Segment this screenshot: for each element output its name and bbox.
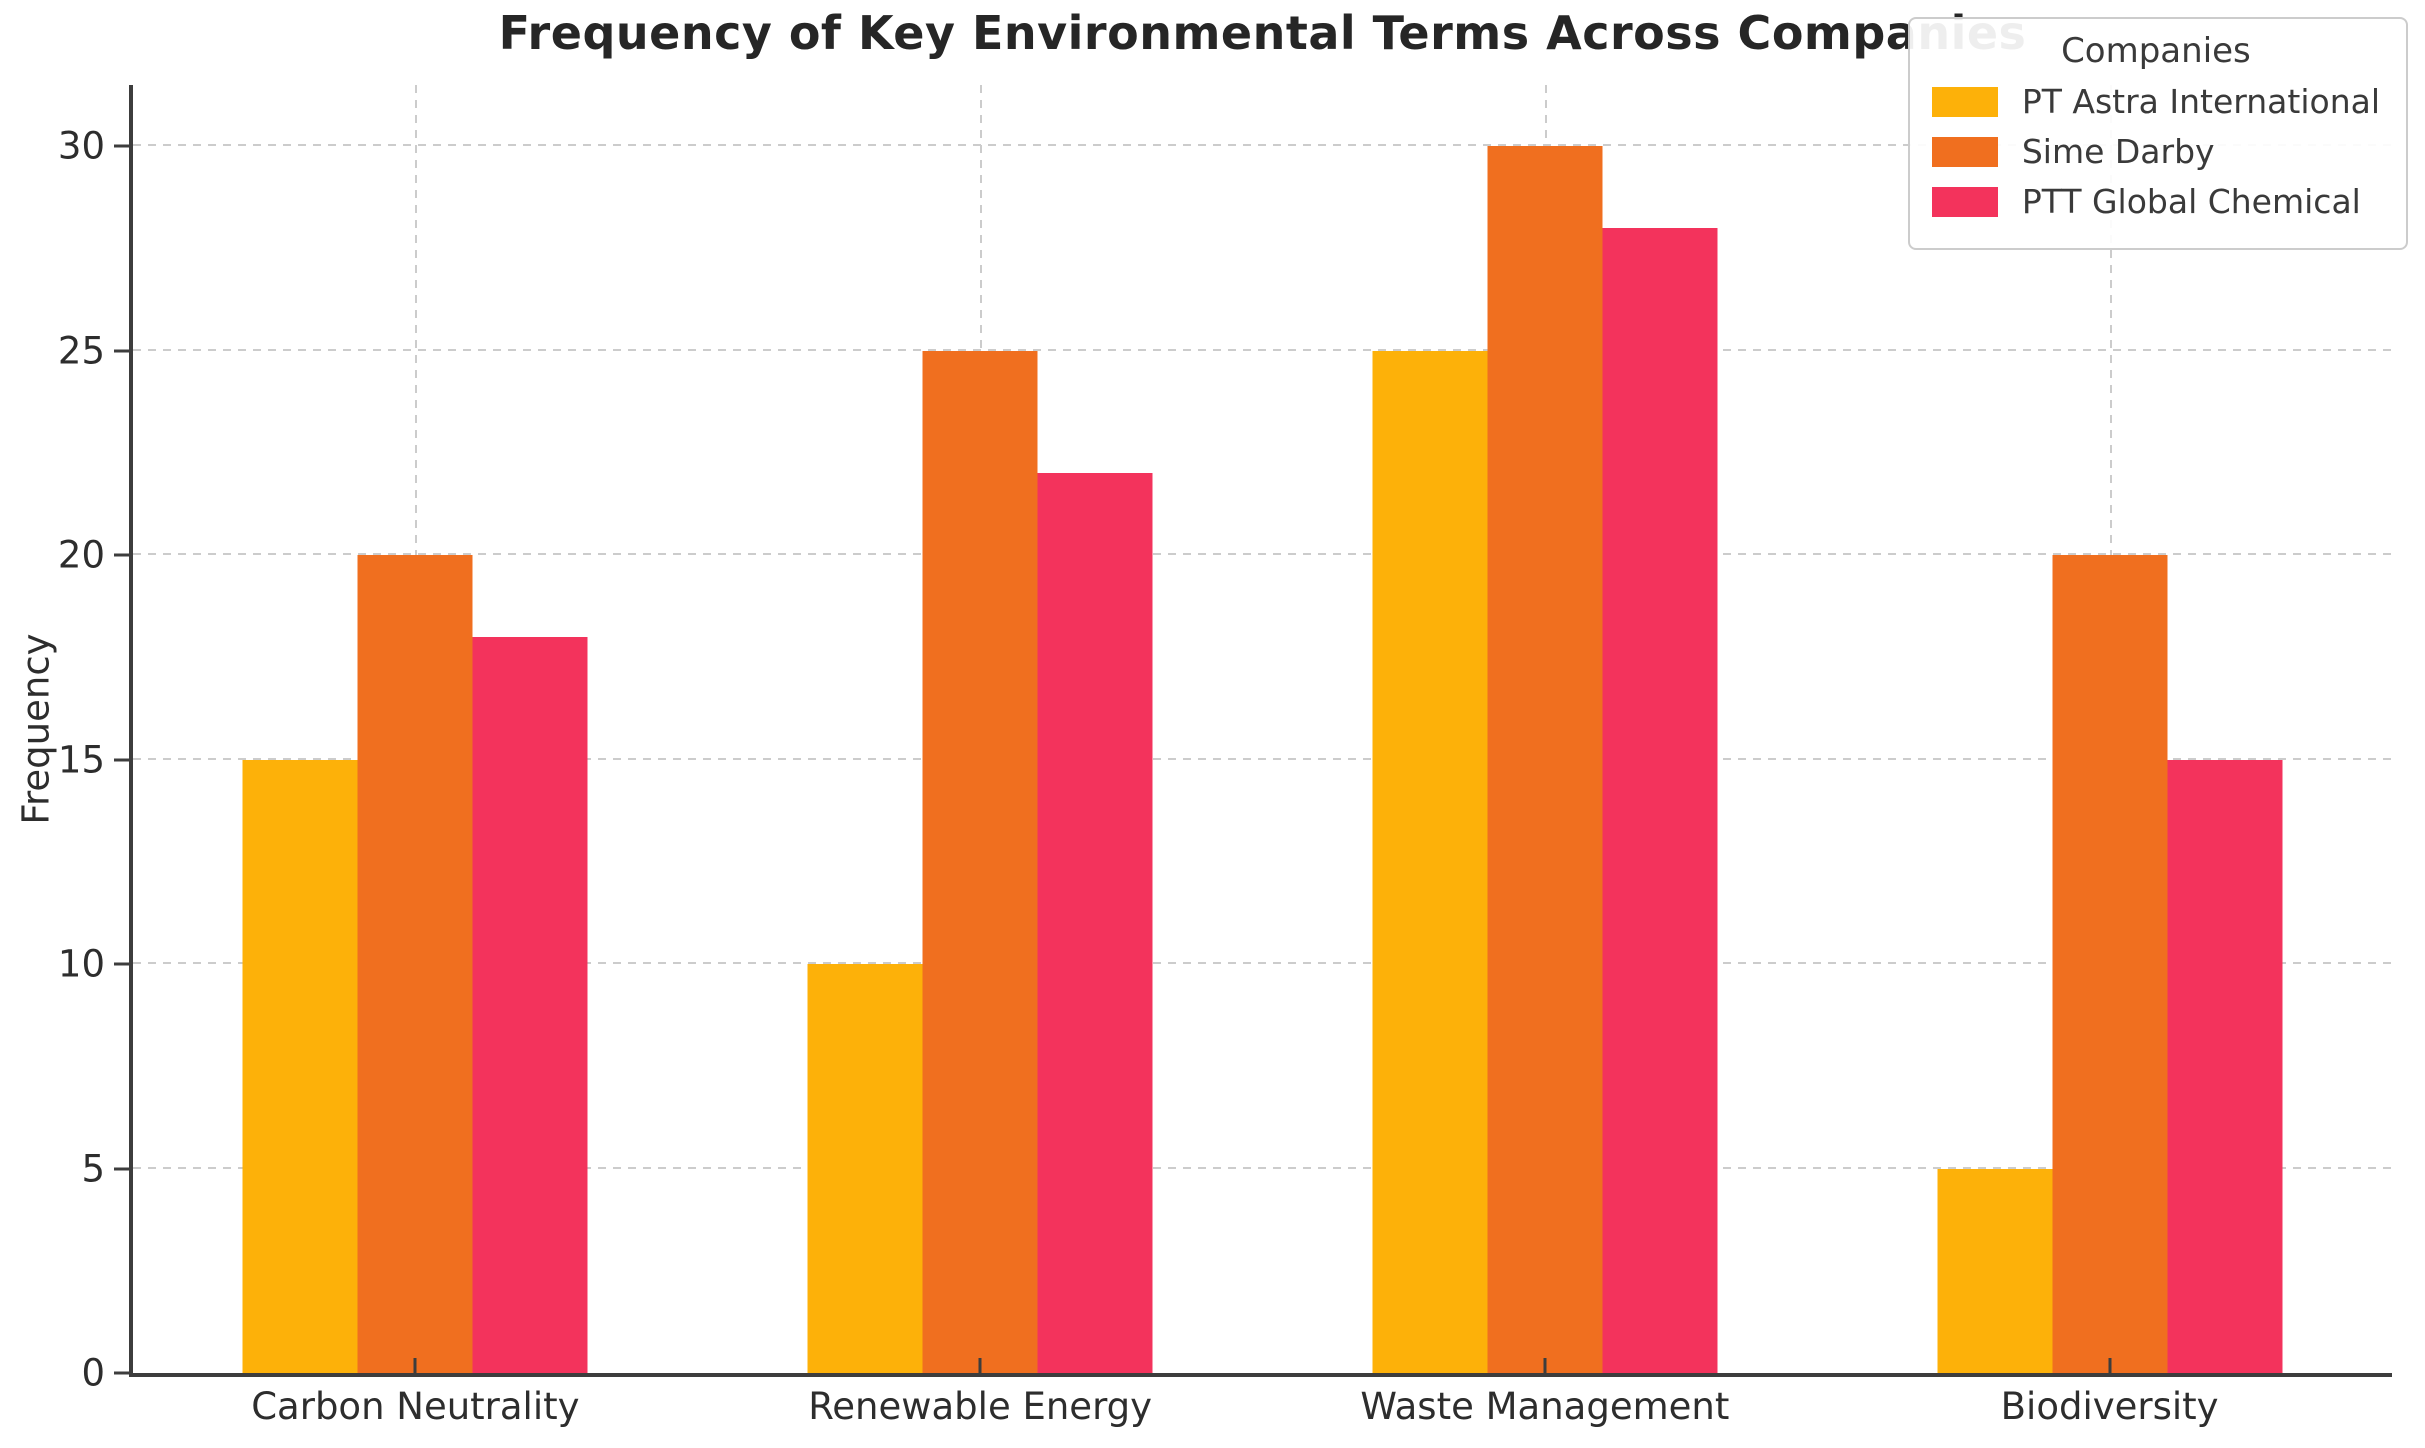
- x-tick-mark: [1543, 1358, 1547, 1373]
- x-tick-label: Biodiversity: [2000, 1385, 2219, 1428]
- y-tick-label: 5: [81, 1147, 105, 1191]
- horizontal-gridline: [133, 144, 2392, 147]
- y-tick-label: 30: [57, 124, 105, 168]
- bar-pt-astra-international: [242, 759, 358, 1373]
- x-tick-label: Carbon Neutrality: [251, 1385, 580, 1428]
- x-tick-mark: [978, 1358, 982, 1373]
- plot-area: 0 5 10 15 20 25 30: [58, 85, 2392, 1392]
- horizontal-gridline: [133, 348, 2392, 351]
- bar-pt-astra-international: [1937, 1168, 2053, 1373]
- y-tick-mark: [114, 758, 129, 762]
- y-tick-label: 10: [57, 942, 105, 986]
- x-tick-label: Waste Management: [1360, 1385, 1730, 1428]
- bar-ptt-global-chemical: [472, 637, 588, 1373]
- y-axis-spine: [129, 85, 133, 1377]
- bar-pt-astra-international: [1372, 350, 1488, 1373]
- bar-group: [242, 85, 588, 1373]
- x-tick-label: Renewable Energy: [808, 1385, 1153, 1428]
- legend-item-label: PTT Global Chemical: [2021, 182, 2361, 221]
- y-tick-mark: [114, 962, 129, 966]
- bar-group: [1372, 85, 1718, 1373]
- legend-item-label: PT Astra International: [2021, 82, 2380, 121]
- y-tick-label: 0: [81, 1351, 105, 1395]
- horizontal-gridline: [133, 757, 2392, 760]
- legend-item-label: Sime Darby: [2021, 132, 2215, 171]
- horizontal-gridline: [133, 1166, 2392, 1169]
- legend-swatch: [1931, 186, 1998, 217]
- bar-ptt-global-chemical: [1037, 473, 1153, 1373]
- bar-sime-darby: [2052, 555, 2168, 1373]
- y-tick-mark: [114, 144, 129, 148]
- legend: Companies PT Astra International Sime Dar…: [1907, 17, 2408, 250]
- bar-sime-darby: [922, 350, 1038, 1373]
- bar-sime-darby: [1487, 146, 1603, 1373]
- x-tick-mark: [413, 1358, 417, 1373]
- horizontal-gridline: [133, 962, 2392, 965]
- x-axis-labels: Carbon Neutrality Renewable Energy Waste M…: [133, 1385, 2392, 1445]
- legend-item: PT Astra International: [1931, 82, 2380, 121]
- y-tick-mark: [114, 349, 129, 353]
- legend-swatch: [1931, 86, 1998, 117]
- x-axis-spine: [129, 1373, 2392, 1377]
- legend-item: Sime Darby: [1931, 132, 2380, 171]
- horizontal-gridline: [133, 553, 2392, 556]
- bar-ptt-global-chemical: [2167, 759, 2283, 1373]
- legend-title: Companies: [2061, 31, 2251, 71]
- bar-group: [1937, 85, 2283, 1373]
- y-tick-mark: [114, 553, 129, 557]
- bar-sime-darby: [357, 555, 473, 1373]
- x-tick-mark: [2108, 1358, 2112, 1373]
- y-axis-label: Frequency: [14, 633, 58, 825]
- y-tick-mark: [114, 1167, 129, 1171]
- legend-swatch: [1931, 136, 1998, 167]
- y-tick-mark: [114, 1371, 129, 1375]
- bar-ptt-global-chemical: [1602, 228, 1718, 1373]
- chart-title: Frequency of Key Environmental Terms Acr…: [498, 6, 2027, 60]
- legend-item: PTT Global Chemical: [1931, 182, 2380, 221]
- y-tick-label: 20: [57, 533, 105, 577]
- legend-items: PT Astra International Sime Darby PTT Glob…: [1931, 82, 2380, 221]
- bar-pt-astra-international: [807, 964, 923, 1373]
- bar-group: [807, 85, 1153, 1373]
- y-tick-label: 15: [57, 738, 105, 782]
- y-tick-label: 25: [57, 329, 105, 373]
